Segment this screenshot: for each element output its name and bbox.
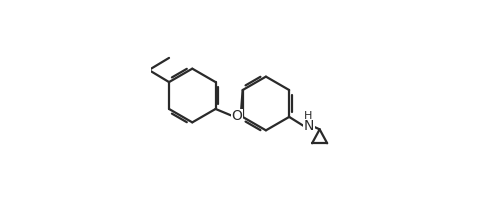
Text: O: O xyxy=(232,109,242,123)
Text: H: H xyxy=(304,111,312,121)
Text: N: N xyxy=(304,119,314,133)
